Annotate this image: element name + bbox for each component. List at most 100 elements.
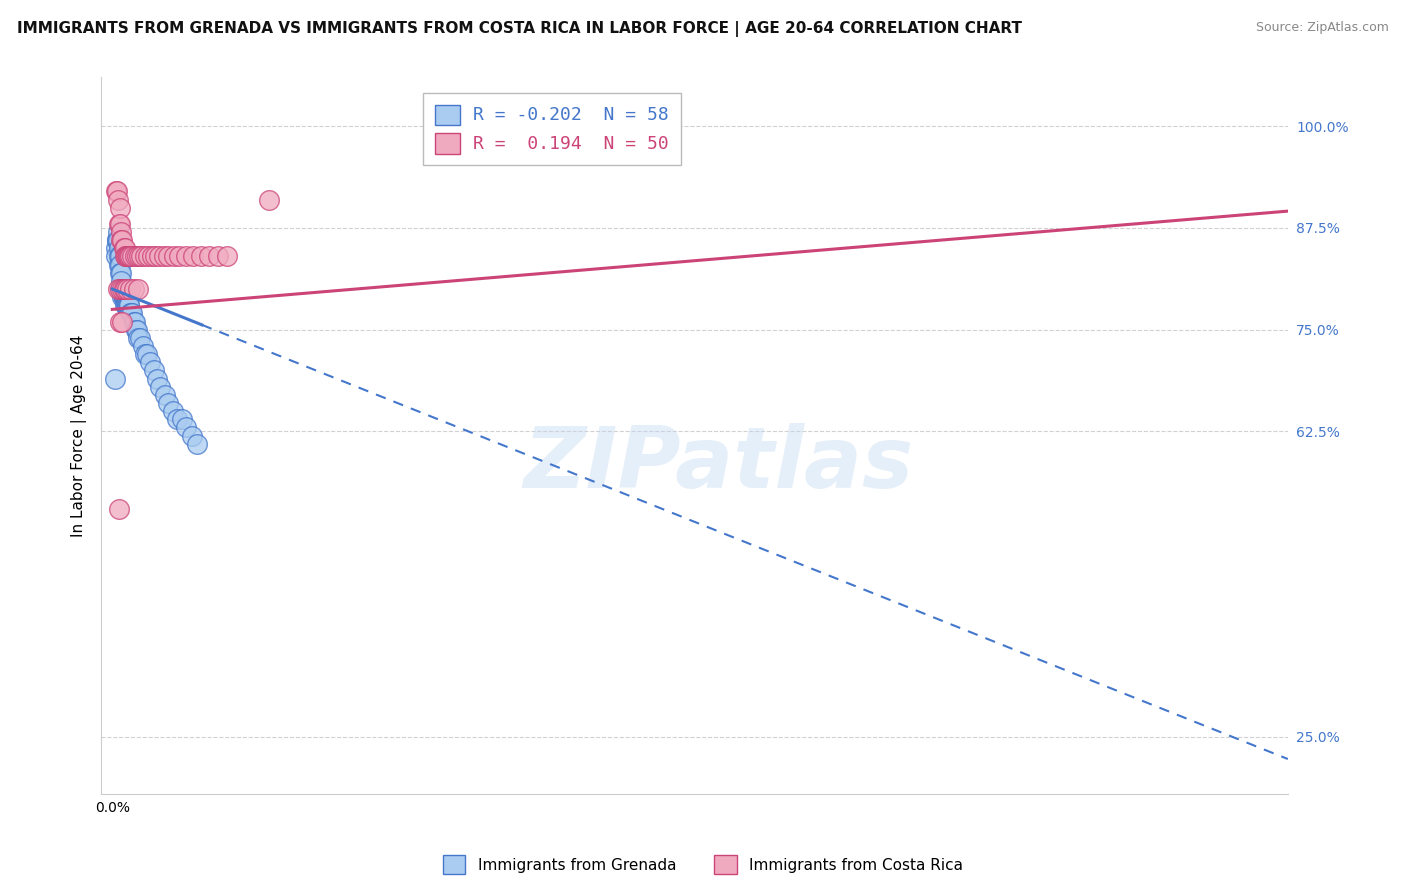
- Point: [125, 323, 148, 337]
- Point: [112, 282, 135, 296]
- Point: [149, 380, 172, 394]
- Point: [190, 250, 212, 264]
- Text: Source: ZipAtlas.com: Source: ZipAtlas.com: [1256, 21, 1389, 34]
- Point: [124, 315, 146, 329]
- Point: [127, 282, 149, 296]
- Point: [163, 250, 186, 264]
- Point: [125, 323, 148, 337]
- Point: [108, 217, 131, 231]
- Point: [105, 185, 128, 199]
- Point: [112, 290, 135, 304]
- Point: [120, 250, 142, 264]
- Point: [108, 315, 131, 329]
- Point: [166, 412, 188, 426]
- Point: [107, 193, 129, 207]
- Point: [111, 282, 134, 296]
- Point: [112, 290, 135, 304]
- Point: [108, 258, 131, 272]
- Point: [111, 233, 134, 247]
- Point: [110, 225, 132, 239]
- Text: IMMIGRANTS FROM GRENADA VS IMMIGRANTS FROM COSTA RICA IN LABOR FORCE | AGE 20-64: IMMIGRANTS FROM GRENADA VS IMMIGRANTS FR…: [17, 21, 1022, 37]
- Point: [120, 282, 142, 296]
- Point: [134, 347, 156, 361]
- Point: [129, 331, 152, 345]
- Point: [114, 282, 136, 296]
- Point: [122, 315, 145, 329]
- Point: [120, 306, 142, 320]
- Point: [112, 290, 135, 304]
- Point: [111, 282, 134, 296]
- Point: [124, 250, 146, 264]
- Point: [108, 250, 131, 264]
- Point: [120, 306, 142, 320]
- Point: [153, 250, 176, 264]
- Point: [117, 250, 139, 264]
- Point: [114, 250, 136, 264]
- Point: [197, 250, 219, 264]
- Point: [207, 250, 229, 264]
- Point: [121, 250, 143, 264]
- Point: [108, 282, 131, 296]
- Point: [153, 388, 176, 402]
- Point: [108, 217, 131, 231]
- Point: [115, 282, 138, 296]
- Legend: R = -0.202  N = 58, R =  0.194  N = 50: R = -0.202 N = 58, R = 0.194 N = 50: [423, 93, 681, 165]
- Point: [131, 250, 153, 264]
- Point: [148, 250, 170, 264]
- Y-axis label: In Labor Force | Age 20-64: In Labor Force | Age 20-64: [72, 334, 87, 537]
- Point: [103, 371, 125, 385]
- Point: [118, 298, 141, 312]
- Point: [105, 233, 128, 247]
- Point: [111, 282, 134, 296]
- Text: ZIPatlas: ZIPatlas: [523, 423, 914, 506]
- Point: [108, 241, 131, 255]
- Point: [110, 266, 132, 280]
- Point: [136, 250, 159, 264]
- Point: [111, 290, 134, 304]
- Point: [110, 233, 132, 247]
- Point: [257, 193, 280, 207]
- Point: [146, 371, 169, 385]
- Point: [108, 501, 131, 516]
- Point: [111, 315, 134, 329]
- Point: [170, 412, 193, 426]
- Point: [104, 241, 127, 255]
- Point: [142, 363, 165, 377]
- Point: [143, 250, 166, 264]
- Point: [112, 241, 135, 255]
- Point: [105, 233, 128, 247]
- Point: [117, 298, 139, 312]
- Point: [104, 185, 127, 199]
- Point: [108, 201, 131, 215]
- Point: [169, 250, 191, 264]
- Point: [139, 355, 162, 369]
- Point: [110, 282, 132, 296]
- Point: [141, 250, 163, 264]
- Point: [136, 347, 159, 361]
- Point: [114, 250, 136, 264]
- Point: [111, 282, 134, 296]
- Point: [104, 250, 127, 264]
- Point: [114, 298, 136, 312]
- Legend: Immigrants from Grenada, Immigrants from Costa Rica: Immigrants from Grenada, Immigrants from…: [436, 849, 970, 880]
- Point: [115, 298, 138, 312]
- Point: [107, 282, 129, 296]
- Point: [134, 250, 156, 264]
- Point: [110, 274, 132, 288]
- Point: [125, 250, 148, 264]
- Point: [121, 306, 143, 320]
- Point: [174, 250, 197, 264]
- Point: [107, 225, 129, 239]
- Point: [127, 331, 149, 345]
- Point: [108, 258, 131, 272]
- Point: [128, 250, 150, 264]
- Point: [114, 241, 136, 255]
- Point: [108, 266, 131, 280]
- Point: [186, 436, 208, 450]
- Point: [107, 233, 129, 247]
- Point: [115, 298, 138, 312]
- Point: [108, 282, 131, 296]
- Point: [157, 396, 180, 410]
- Point: [114, 290, 136, 304]
- Point: [108, 250, 131, 264]
